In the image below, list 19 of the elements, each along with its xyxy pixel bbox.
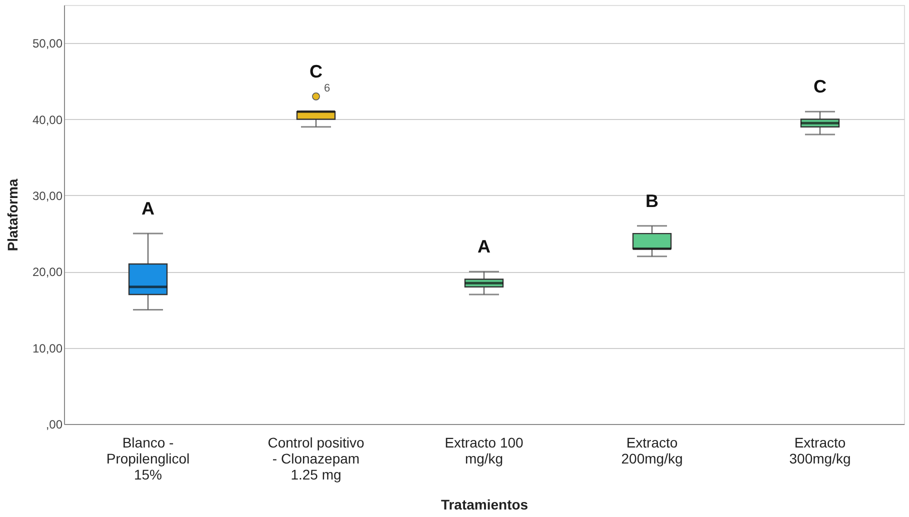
annotation: C: [814, 76, 826, 97]
x-tick-label: Extracto 300mg/kg: [789, 434, 851, 466]
y-tick-label: 10,00: [32, 341, 63, 356]
y-tick-label: 30,00: [32, 188, 63, 203]
annotation: A: [478, 236, 490, 257]
y-axis-title: Plataforma: [4, 178, 20, 252]
x-tick-label: Extracto 200mg/kg: [621, 434, 683, 466]
y-tick-label: 20,00: [32, 265, 63, 280]
annotation: C: [310, 61, 322, 82]
x-tick-label: Blanco - Propilenglicol 15%: [106, 434, 190, 482]
y-tick-label: 40,00: [32, 112, 63, 127]
y-tick-label: ,00: [46, 418, 63, 432]
annotation: A: [142, 198, 154, 219]
annotation: 6: [324, 82, 330, 94]
y-tick-label: 50,00: [32, 36, 63, 51]
x-axis-title: Tratamientos: [440, 496, 528, 512]
annotation: B: [646, 190, 658, 211]
x-tick-label: Control positivo - Clonazepam 1.25 mg: [268, 434, 364, 482]
x-tick-label: Extracto 100 mg/kg: [444, 434, 524, 466]
